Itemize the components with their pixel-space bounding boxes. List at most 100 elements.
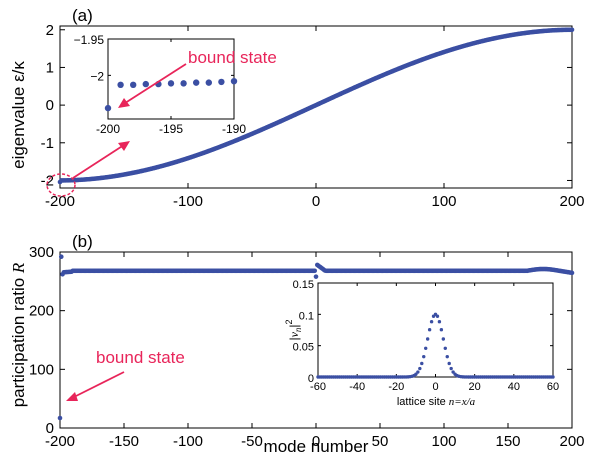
panel-b-inset-point bbox=[427, 327, 432, 332]
panel-b-inset-ytick-label: 0.15 bbox=[293, 279, 314, 291]
inset-bound-arrowhead bbox=[118, 98, 130, 108]
panel-b-inset-xlabel: lattice site n=x/a bbox=[397, 396, 476, 408]
panel-b-inset-xtick-label: 60 bbox=[547, 381, 559, 393]
zoom-arrowhead bbox=[118, 141, 130, 151]
panel-a-xtick-label: -200 bbox=[45, 193, 75, 210]
panel-b-inset-point bbox=[418, 366, 422, 371]
panel-b-inset-series bbox=[316, 312, 555, 379]
panel-b-inset-xtick-label: 20 bbox=[469, 381, 481, 393]
panel-b-xtick-label: 200 bbox=[559, 433, 584, 450]
panel-a-label: (a) bbox=[72, 6, 93, 25]
bound-state-highlight bbox=[46, 173, 76, 197]
panel-b-inset-point bbox=[439, 327, 444, 332]
panel-b-inset-xtick-label: 40 bbox=[508, 381, 520, 393]
panel-b-point bbox=[57, 415, 63, 421]
panel-a-xtick-label: -100 bbox=[173, 193, 203, 210]
panel-b-ytick-label: 0 bbox=[46, 420, 54, 437]
panel-b-xtick-label: 0 bbox=[312, 433, 320, 450]
panel-a-ylabel: eigenvalue ε/κ bbox=[9, 61, 28, 169]
panel-b-inset-point bbox=[414, 372, 418, 376]
panel-b-inset-point bbox=[429, 319, 434, 324]
panel-a: (a) eigenvalue ε/κ -200 -100 0 100 200 -2 -1 0 1… bbox=[9, 6, 585, 210]
zoom-arrow bbox=[72, 142, 128, 179]
panel-b-inset-point bbox=[420, 361, 424, 366]
panel-b-inset-point bbox=[416, 370, 420, 374]
panel-a-inset-series bbox=[104, 77, 238, 112]
panel-a-inset-ticks: -200 -195 -190 −1.95 −2 bbox=[74, 33, 247, 136]
panel-a-inset: -200 -195 -190 −1.95 −2 bound state bbox=[74, 33, 277, 136]
panel-a-inset-point bbox=[117, 81, 124, 89]
panel-b-xtick-label: -150 bbox=[109, 433, 139, 450]
panel-a-ytick-label: 0 bbox=[46, 97, 54, 114]
panel-b-inset-ytick-label: 0 bbox=[308, 373, 314, 385]
panel-a-inset-point bbox=[167, 80, 175, 87]
panel-b-xtick-label: -100 bbox=[173, 433, 203, 450]
panel-b-inset: -60 -40 -20 0 20 40 60 0 0.05 0.1 0.15 |vn|2 latti… bbox=[284, 279, 559, 408]
panel-a-bound-label: bound state bbox=[188, 48, 277, 67]
panel-b-inset-point bbox=[422, 354, 426, 359]
panel-b-inset-xtick-label: -60 bbox=[310, 381, 326, 393]
panel-a-inset-ytick-label: −2 bbox=[90, 69, 104, 83]
panel-b-inset-point bbox=[445, 354, 449, 359]
panel-b-bound-label: bound state bbox=[96, 348, 185, 367]
panel-a-point bbox=[569, 27, 575, 33]
panel-a-xtick-label: 0 bbox=[312, 193, 320, 210]
panel-b-label: (b) bbox=[72, 232, 93, 251]
panel-b-bound-arrow bbox=[71, 371, 125, 399]
panel-a-ytick-label: -1 bbox=[41, 135, 54, 152]
panel-b-inset-point bbox=[443, 346, 447, 351]
panel-a-inset-xtick-label: -195 bbox=[159, 122, 183, 136]
panel-b-series bbox=[57, 254, 575, 421]
panel-b-inset-point bbox=[551, 375, 555, 379]
panel-b-inset-xtick-label: -40 bbox=[349, 381, 365, 393]
panel-b-inset-frame bbox=[317, 282, 554, 378]
panel-b-ytick-label: 300 bbox=[29, 244, 54, 261]
panel-b-inset-ticks: -60 -40 -20 0 20 40 60 0 0.05 0.1 0.15 bbox=[293, 279, 560, 393]
panel-a-series bbox=[57, 27, 575, 185]
panel-b-inset-point bbox=[441, 337, 446, 341]
panel-b-point bbox=[569, 270, 575, 276]
panel-b: (b) participation ratio R -200 -150 -100 -5… bbox=[9, 232, 585, 456]
panel-b-inset-point bbox=[424, 346, 428, 351]
panel-a-inset-ytick-label: −1.95 bbox=[74, 33, 105, 47]
panel-b-xtick-label: 100 bbox=[431, 433, 456, 450]
panel-b-xtick-label: 50 bbox=[372, 433, 389, 450]
panel-a-inset-point bbox=[180, 80, 187, 87]
panel-a-ytick-label: 1 bbox=[46, 59, 54, 76]
panel-b-xtick-label: 150 bbox=[495, 433, 520, 450]
panel-a-ytick-label: -2 bbox=[41, 172, 54, 189]
panel-a-inset-point bbox=[142, 80, 149, 88]
panel-a-xtick-label: 200 bbox=[559, 193, 584, 210]
panel-b-inset-ytick-label: 0.1 bbox=[299, 310, 314, 322]
panel-a-inset-point bbox=[205, 79, 212, 86]
panel-a-inset-point bbox=[193, 79, 200, 86]
panel-b-point bbox=[313, 274, 319, 279]
panel-a-inset-point bbox=[104, 104, 112, 112]
panel-a-xtick-label: 100 bbox=[431, 193, 456, 210]
panel-a-inset-point bbox=[130, 81, 137, 89]
panel-a-ytick-label: 2 bbox=[46, 22, 54, 39]
panel-b-point bbox=[58, 254, 64, 259]
inset-bound-arrow bbox=[121, 63, 187, 106]
panel-b-xtick-label: -200 bbox=[45, 433, 75, 450]
panel-b-inset-xtick-label: -20 bbox=[388, 381, 404, 393]
panel-b-inset-point bbox=[435, 314, 440, 318]
panel-b-point bbox=[312, 268, 318, 274]
panel-b-inset-ylabel: |vn|2 bbox=[284, 319, 303, 340]
panel-b-ytick-label: 200 bbox=[29, 303, 54, 320]
panel-b-inset-point bbox=[449, 366, 453, 371]
panel-b-ylabel: participation ratio R bbox=[9, 262, 28, 407]
panel-b-xlabel: mode number bbox=[264, 437, 369, 456]
panel-a-inset-point bbox=[218, 78, 225, 86]
panel-b-inset-point bbox=[451, 370, 455, 374]
panel-a-inset-xtick-label: -190 bbox=[222, 122, 246, 136]
panel-b-inset-point bbox=[447, 361, 451, 366]
panel-b-xtick-label: -50 bbox=[241, 433, 263, 450]
panel-a-inset-point bbox=[230, 77, 238, 85]
panel-b-inset-xtick-label: 0 bbox=[432, 381, 438, 393]
panel-a-inset-xtick-label: -200 bbox=[96, 122, 120, 136]
panel-b-inset-point bbox=[437, 319, 442, 324]
panel-b-inset-point bbox=[425, 337, 430, 341]
